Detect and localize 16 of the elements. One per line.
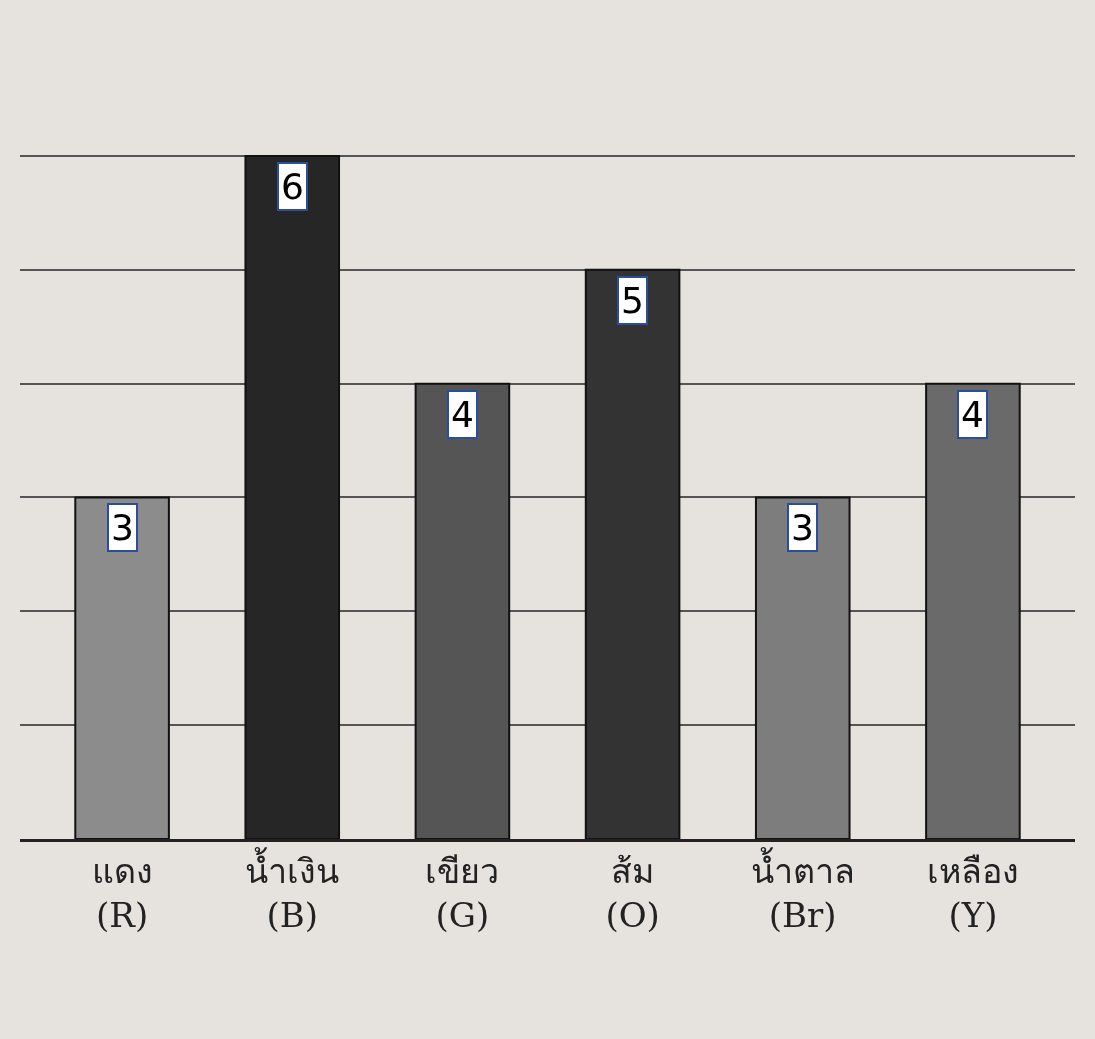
bar [754, 496, 851, 839]
x-tick-label: น้ำตาล (Br) [750, 846, 855, 935]
bar [74, 496, 170, 839]
data-label: 6 [281, 166, 304, 207]
data-label: 5 [621, 280, 644, 321]
x-tick-label: เขียว (G) [425, 850, 500, 935]
bar [925, 382, 1021, 839]
x-tick-label: เหลือง (Y) [926, 850, 1019, 935]
data-label: 4 [961, 394, 984, 435]
bar [584, 268, 681, 839]
x-tick-label: แดง (R) [91, 850, 153, 935]
data-label: 4 [451, 394, 474, 435]
x-tick-label: น้ำเงิน (B) [245, 846, 340, 935]
data-label: 3 [791, 507, 814, 548]
x-tick-label: ส้ม (O) [605, 850, 660, 935]
data-label: 3 [111, 507, 134, 548]
